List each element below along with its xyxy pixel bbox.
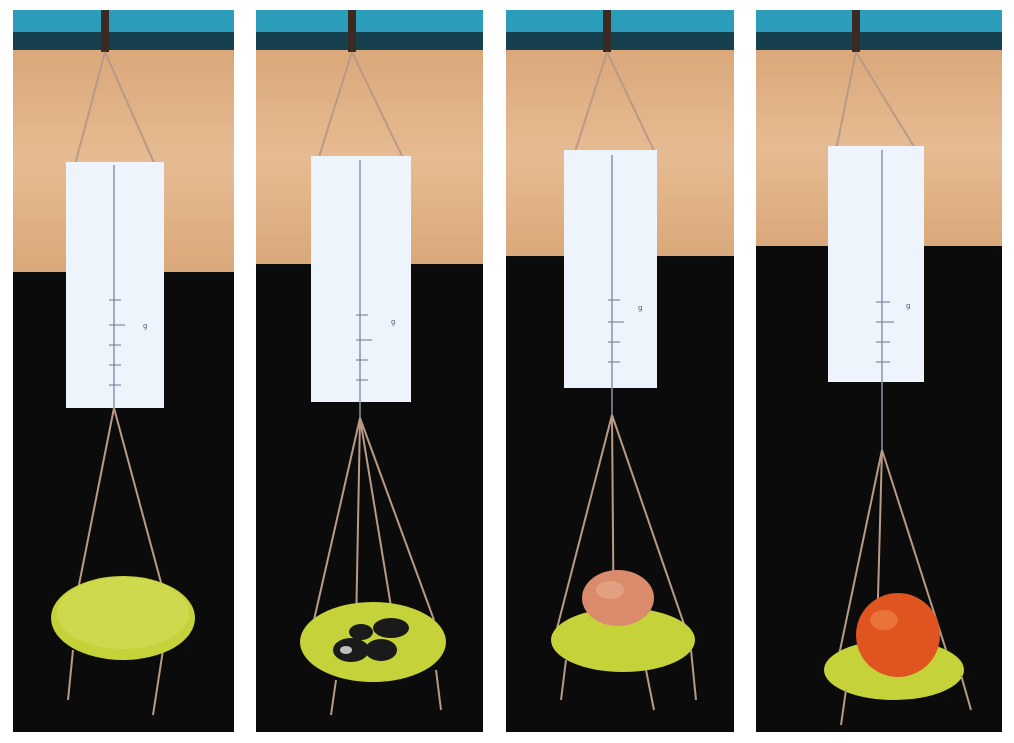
photo-panel-tomato: g [756,10,1002,732]
string [74,51,106,166]
rail [13,10,234,32]
pan [551,608,695,672]
tomato [856,593,940,677]
scale-unit-label: g [906,302,910,310]
scale-unit-label: g [391,318,395,326]
scale-unit-label: g [638,304,642,312]
string [104,51,156,166]
scale-unit-label: g [143,322,147,330]
egg [582,570,654,626]
metal-weights [333,618,409,662]
scale-card [66,162,164,408]
scale-card [311,156,411,402]
scale-ticks [876,301,894,363]
panel-3-scene: g [506,10,734,732]
scale-ticks [356,314,372,381]
hook [852,10,860,52]
hook [101,10,109,52]
photo-panel-empty-pan: g [13,10,234,732]
panel-1-scene: g [13,10,234,732]
scale-card [828,146,924,382]
rail-shadow [13,32,234,50]
panel-4-scene: g [756,10,1002,732]
panel-2-scene: g [256,10,483,732]
hook [348,10,356,52]
hook [603,10,611,52]
photo-panel-egg: g [506,10,734,732]
scale-ticks [608,299,624,363]
photo-panel-weights: g [256,10,483,732]
scale-ticks [109,299,125,386]
scale-card [564,150,657,388]
